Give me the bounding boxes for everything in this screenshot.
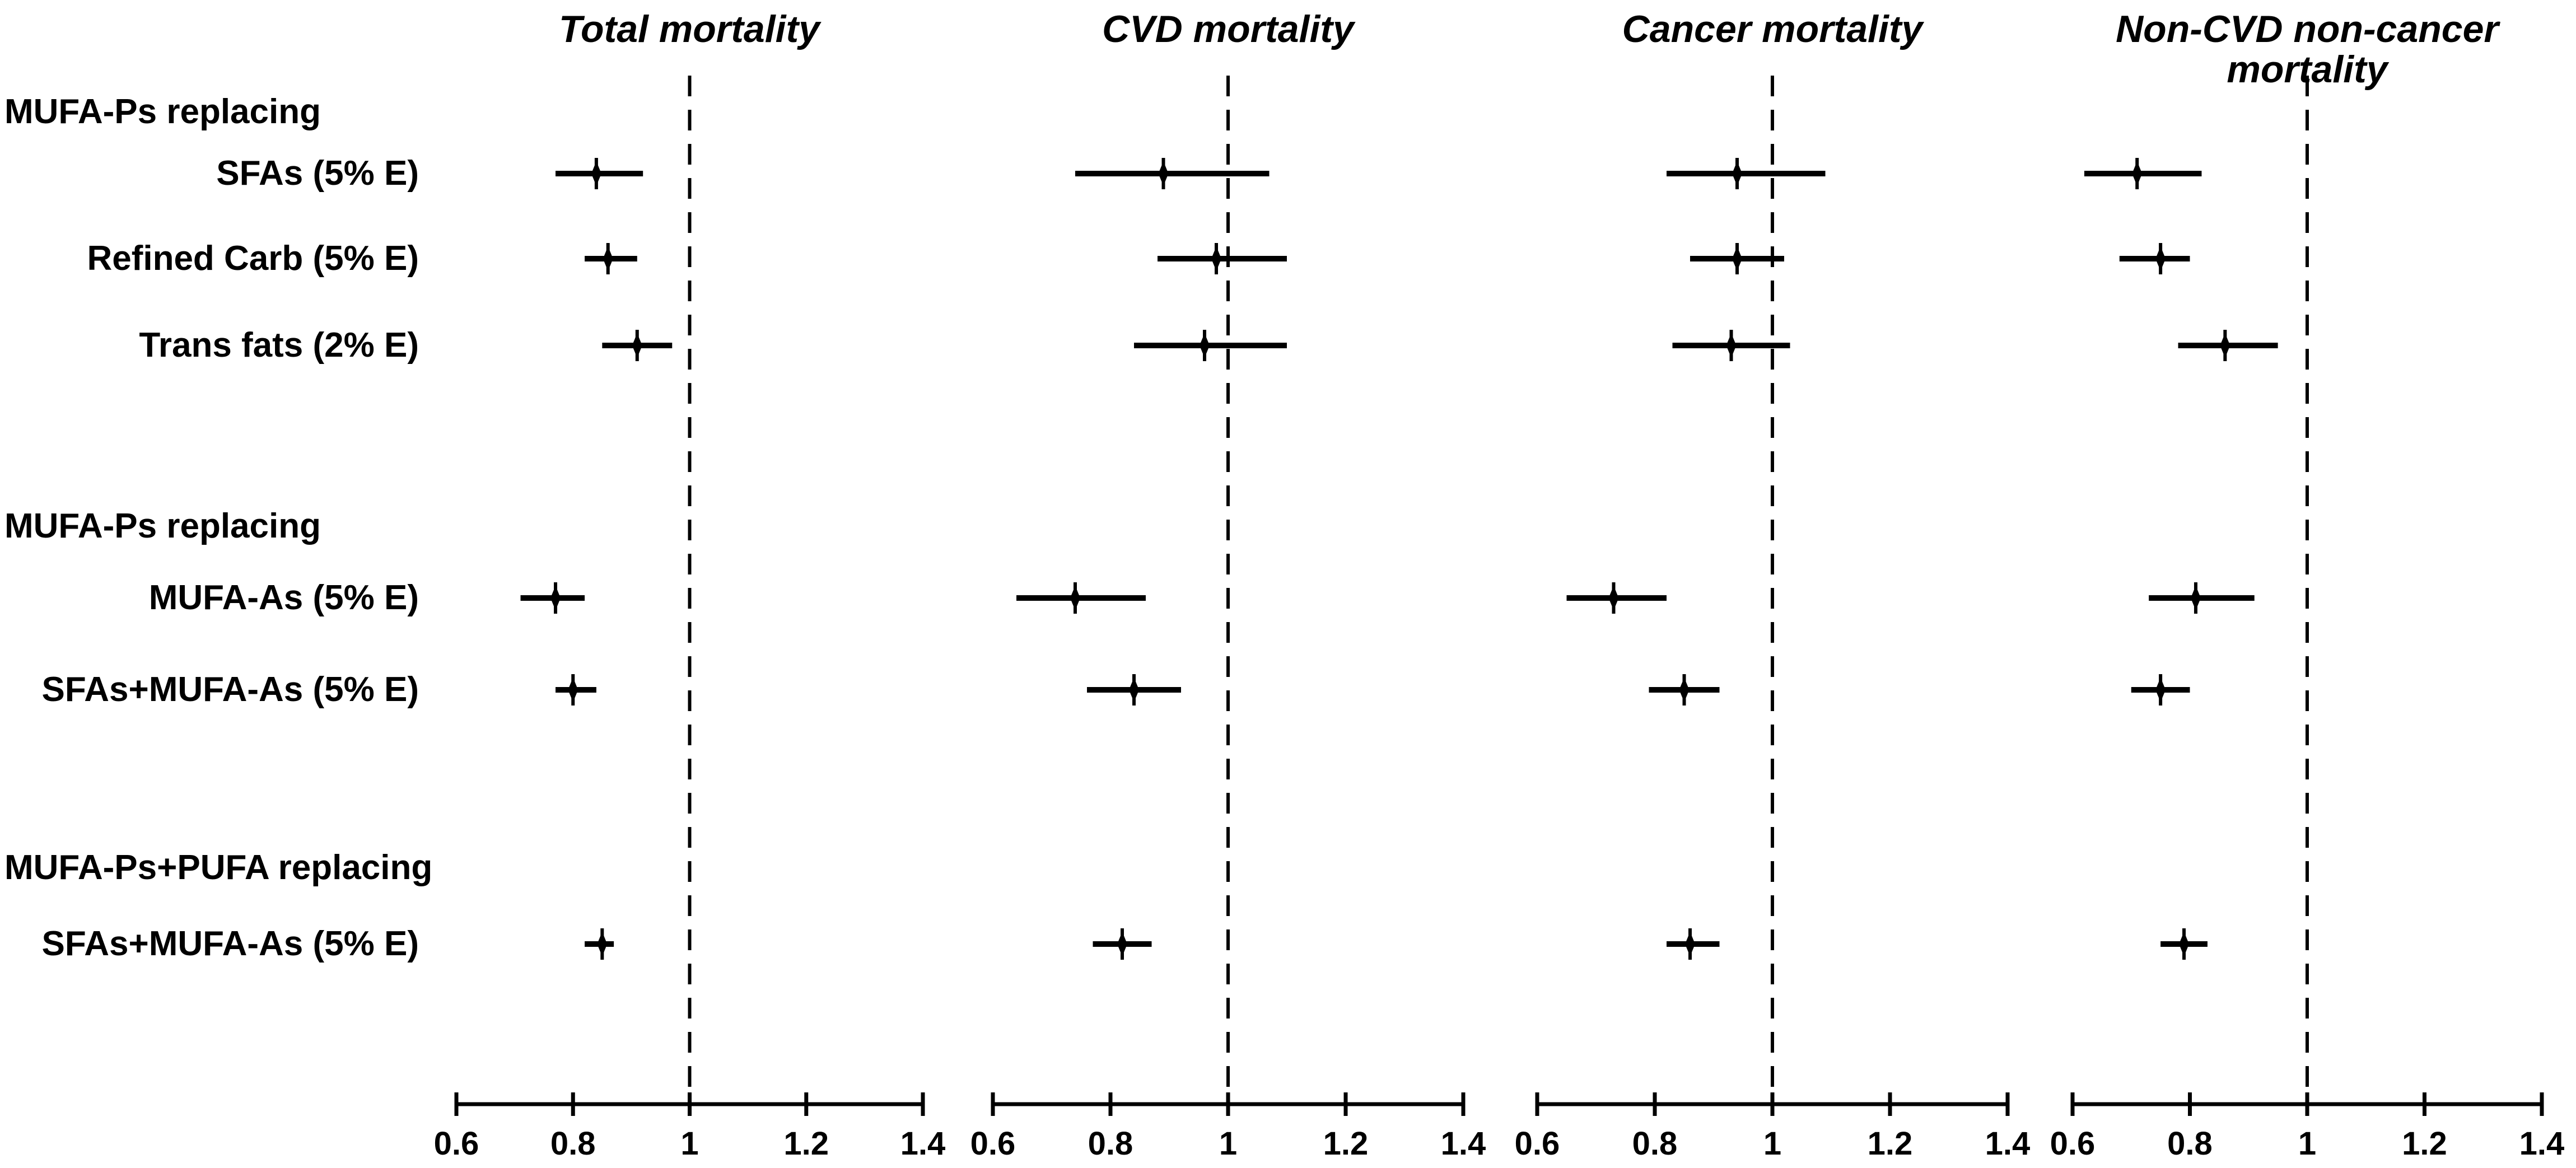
estimate-sfas-mufa-as-5-e <box>1087 674 1181 706</box>
point-diamond <box>2155 246 2166 271</box>
row-label-refined-carb-5-e: Refined Carb (5% E) <box>87 239 419 278</box>
point-diamond <box>2155 678 2166 702</box>
point-diamond <box>632 333 642 358</box>
point-diamond <box>2179 932 2190 956</box>
point-diamond <box>568 678 578 702</box>
axis-tick-label: 1.4 <box>2519 1125 2565 1162</box>
estimate-sfas-mufa-as-5-e <box>1667 928 1720 960</box>
row-label-sfas-5-e: SFAs (5% E) <box>216 154 419 193</box>
panel-title-cvd-mortality: CVD mortality <box>1102 8 1354 50</box>
point-diamond <box>1608 586 1619 610</box>
row-label-sfas-mufa-as-5-e: SFAs+MUFA-As (5% E) <box>41 670 419 709</box>
axis-tick-label: 1.2 <box>783 1125 829 1162</box>
estimate-mufa-as-5-e <box>1566 582 1667 614</box>
row-label-sfas-mufa-as-5-e: SFAs+MUFA-As (5% E) <box>41 924 419 963</box>
estimate-sfas-5-e <box>1667 158 1826 189</box>
axis-tick-label: 0.6 <box>2050 1125 2096 1162</box>
point-diamond <box>2220 333 2230 358</box>
estimate-refined-carb-5-e <box>585 243 637 274</box>
panel-title-total-mortality: Total mortality <box>559 8 820 50</box>
estimate-sfas-mufa-as-5-e <box>585 928 614 960</box>
axis-tick-label: 1.2 <box>1323 1125 1369 1162</box>
estimate-mufa-as-5-e <box>1016 582 1146 614</box>
estimate-sfas-mufa-as-5-e <box>2160 928 2208 960</box>
estimate-sfas-5-e <box>1075 158 1270 189</box>
axis-tick-label: 1 <box>1763 1125 1781 1162</box>
group-header-mufa-ps-pufa-replacing-2: MUFA-Ps+PUFA replacing <box>4 848 433 887</box>
axis-tick-label: 0.6 <box>970 1125 1016 1162</box>
panel-total-mortality: 0.6 0.8 1 1.2 1.4 <box>434 76 946 1162</box>
point-diamond <box>1732 246 1742 271</box>
panel-cancer-mortality: 0.6 0.8 1 1.2 1.4 <box>1515 76 2031 1162</box>
estimate-sfas-mufa-as-5-e <box>1649 674 1720 706</box>
estimate-sfas-mufa-as-5-e <box>1093 928 1152 960</box>
point-diamond <box>1117 932 1127 956</box>
axis-tick-label: 1.2 <box>1868 1125 1913 1162</box>
group-header-mufa-ps-replacing-1: MUFA-Ps replacing <box>4 507 321 545</box>
point-diamond <box>2132 161 2143 186</box>
estimate-refined-carb-5-e <box>1690 243 1784 274</box>
axis-tick-label: 1 <box>1219 1125 1237 1162</box>
point-diamond <box>1732 161 1742 186</box>
estimate-sfas-5-e <box>2084 158 2202 189</box>
point-diamond <box>591 161 601 186</box>
row-label-mufa-as-5-e: MUFA-As (5% E) <box>148 578 419 617</box>
row-label-trans-fats-2-e: Trans fats (2% E) <box>139 326 419 365</box>
estimate-refined-carb-5-e <box>2119 243 2190 274</box>
estimate-trans-fats-2-e <box>1134 330 1287 361</box>
point-diamond <box>1129 678 1139 702</box>
group-header-mufa-ps-replacing-0: MUFA-Ps replacing <box>4 92 321 131</box>
axis-tick-label: 0.8 <box>1088 1125 1133 1162</box>
point-diamond <box>550 586 561 610</box>
point-diamond <box>1070 586 1080 610</box>
panel-non-cvd-non-cancer-mortality: 0.6 0.8 1 1.2 1.4 <box>2050 76 2565 1162</box>
panel-title-cancer-mortality: Cancer mortality <box>1622 8 1923 50</box>
estimate-sfas-mufa-as-5-e <box>556 674 596 706</box>
estimate-trans-fats-2-e <box>1672 330 1790 361</box>
estimate-sfas-mufa-as-5-e <box>2131 674 2190 706</box>
axis-tick-label: 1.2 <box>2402 1125 2447 1162</box>
point-diamond <box>1158 161 1169 186</box>
axis-tick-label: 0.8 <box>550 1125 596 1162</box>
estimate-trans-fats-2-e <box>602 330 673 361</box>
axis-tick-label: 0.6 <box>434 1125 479 1162</box>
estimate-mufa-as-5-e <box>520 582 585 614</box>
estimate-sfas-5-e <box>556 158 643 189</box>
point-diamond <box>1211 246 1221 271</box>
axis-tick-label: 1.4 <box>1985 1125 2031 1162</box>
estimate-refined-carb-5-e <box>1158 243 1287 274</box>
axis-tick-label: 1.4 <box>900 1125 946 1162</box>
point-diamond <box>1726 333 1737 358</box>
axis-tick-label: 1.4 <box>1441 1125 1486 1162</box>
point-diamond <box>1679 678 1690 702</box>
panel-cvd-mortality: 0.6 0.8 1 1.2 1.4 <box>970 76 1486 1162</box>
estimate-mufa-as-5-e <box>2149 582 2255 614</box>
axis-tick-label: 1 <box>680 1125 698 1162</box>
point-diamond <box>603 246 613 271</box>
point-diamond <box>1685 932 1695 956</box>
point-diamond <box>597 932 608 956</box>
axis-tick-label: 1 <box>2298 1125 2316 1162</box>
point-diamond <box>1200 333 1210 358</box>
estimate-trans-fats-2-e <box>2178 330 2278 361</box>
axis-tick-label: 0.8 <box>2167 1125 2213 1162</box>
point-diamond <box>2190 586 2201 610</box>
axis-tick-label: 0.8 <box>1632 1125 1678 1162</box>
axis-tick-label: 0.6 <box>1515 1125 1560 1162</box>
